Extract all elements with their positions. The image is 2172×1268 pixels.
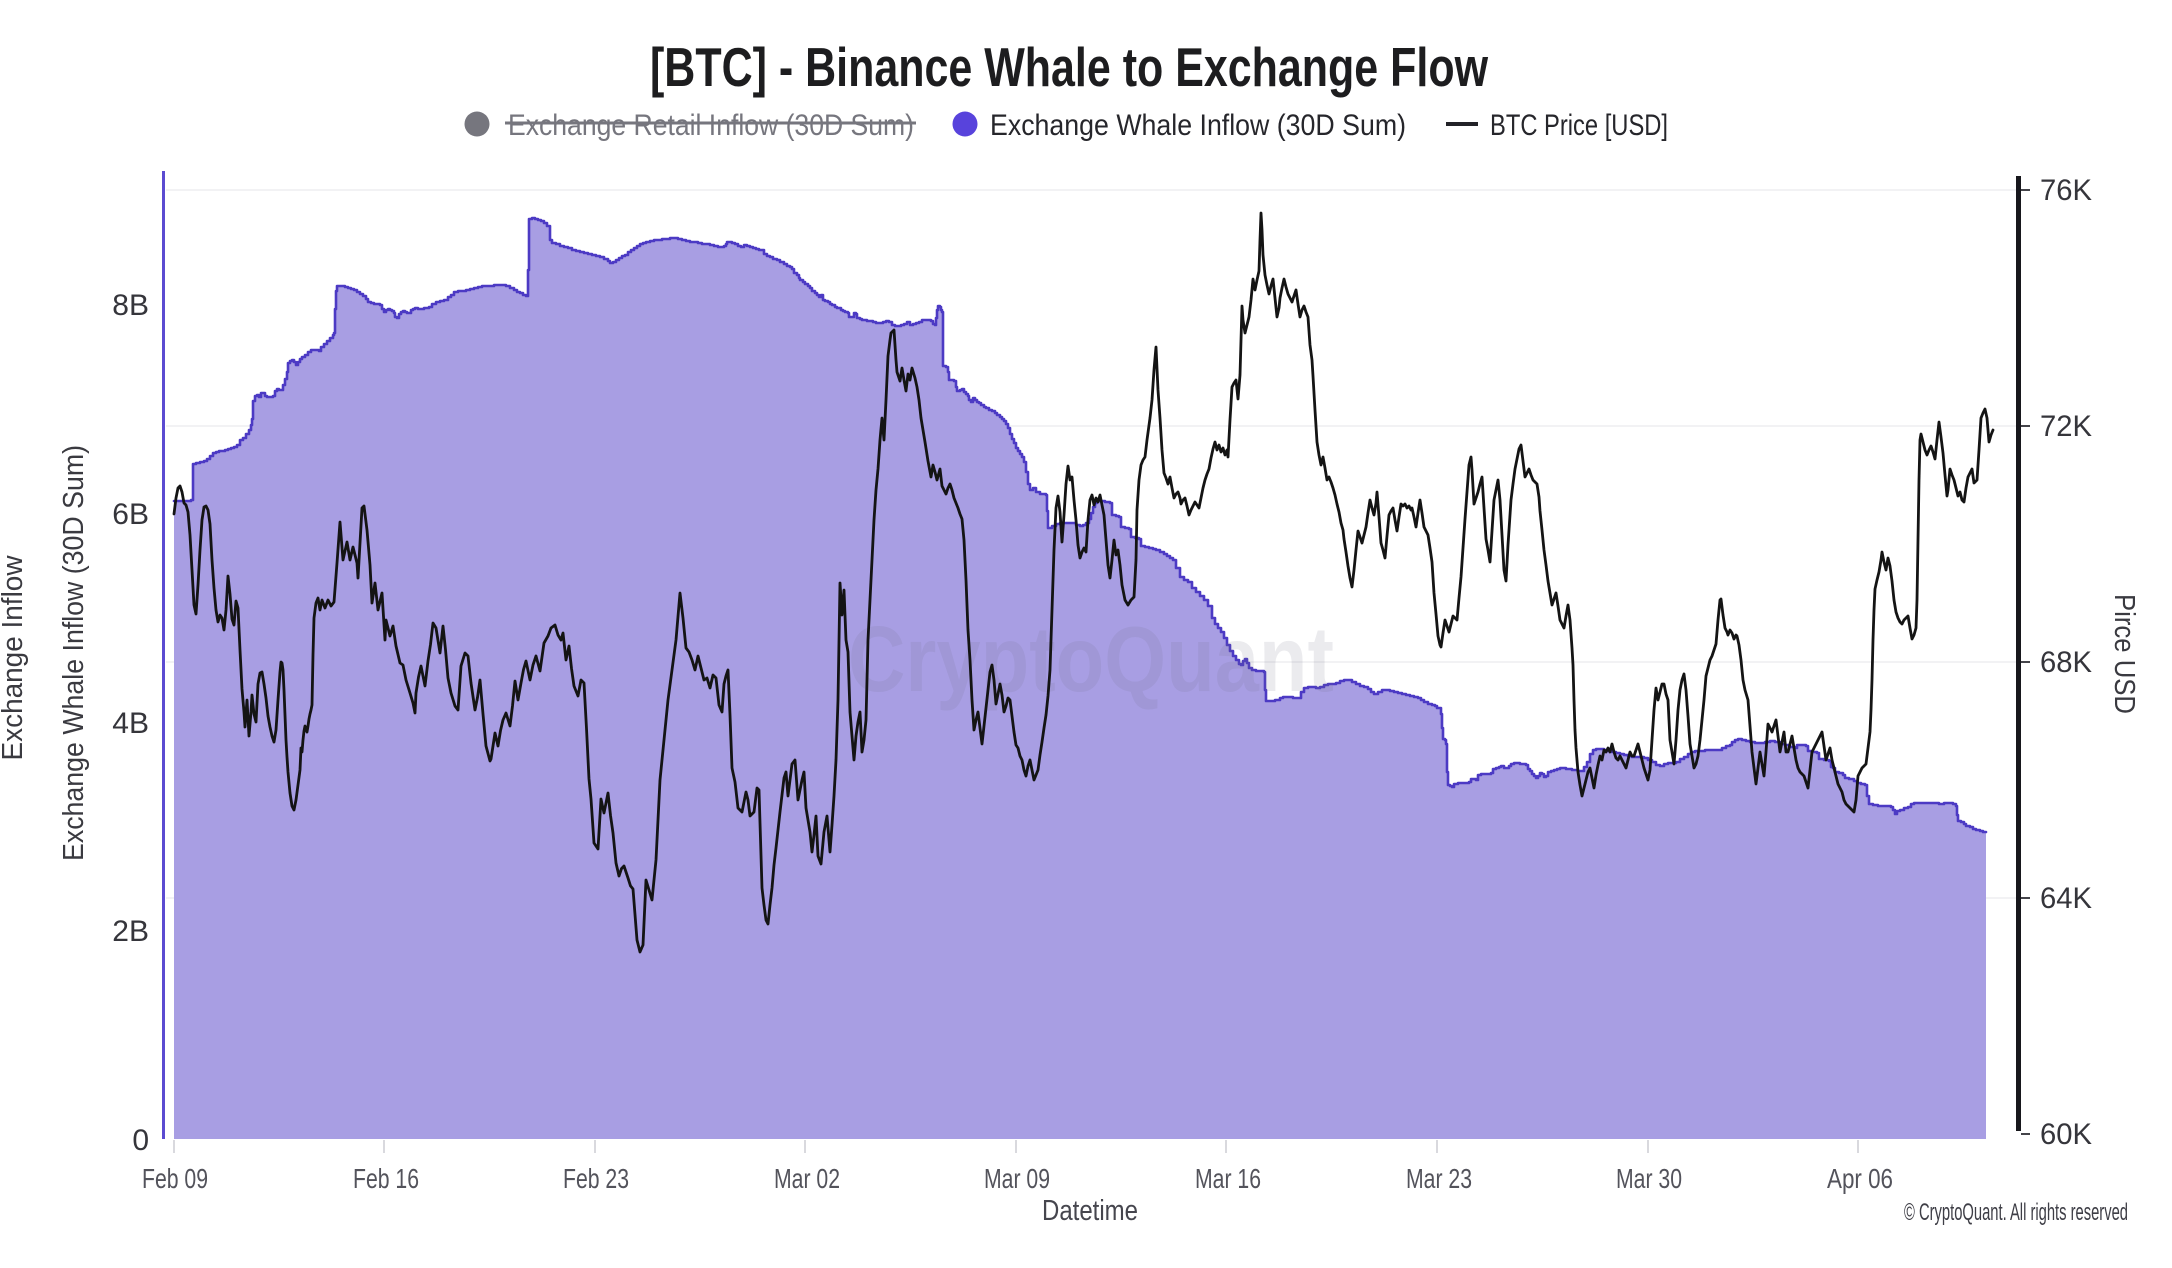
svg-text:64K: 64K: [2040, 882, 2092, 915]
svg-text:© CryptoQuant. All rights rese: © CryptoQuant. All rights reserved: [1904, 1199, 2128, 1226]
svg-text:2B: 2B: [112, 915, 149, 948]
svg-text:Apr 06: Apr 06: [1827, 1163, 1893, 1194]
svg-text:8B: 8B: [112, 289, 149, 322]
svg-text:Pirce USD: Pirce USD: [2108, 594, 2140, 714]
svg-text:68K: 68K: [2040, 646, 2092, 679]
svg-text:Mar 30: Mar 30: [1616, 1163, 1682, 1194]
svg-text:Datetime: Datetime: [1042, 1195, 1138, 1227]
svg-text:Mar 23: Mar 23: [1406, 1163, 1472, 1194]
svg-text:Feb 23: Feb 23: [563, 1163, 629, 1194]
svg-text:4B: 4B: [112, 707, 149, 740]
svg-text:Exchange Whale Inflow (30D Sum: Exchange Whale Inflow (30D Sum): [58, 445, 90, 861]
svg-text:76K: 76K: [2040, 174, 2092, 207]
svg-text:Exchange Inflow: Exchange Inflow: [0, 554, 29, 760]
svg-text:Feb 09: Feb 09: [142, 1163, 208, 1194]
svg-text:Mar 16: Mar 16: [1195, 1163, 1261, 1194]
svg-text:[BTC] - Binance Whale to Excha: [BTC] - Binance Whale to Exchange Flow: [650, 36, 1488, 98]
svg-text:CryptoQuant: CryptoQuant: [848, 607, 1334, 711]
svg-text:Mar 02: Mar 02: [774, 1163, 840, 1194]
svg-text:6B: 6B: [112, 498, 149, 531]
svg-text:Exchange Whale Inflow (30D Sum: Exchange Whale Inflow (30D Sum): [990, 109, 1406, 142]
svg-text:Mar 09: Mar 09: [984, 1163, 1050, 1194]
svg-text:BTC Price [USD]: BTC Price [USD]: [1490, 109, 1668, 142]
svg-text:Feb 16: Feb 16: [353, 1163, 419, 1194]
svg-text:Exchange Retail Inflow (30D Su: Exchange Retail Inflow (30D Sum): [508, 109, 914, 142]
svg-text:60K: 60K: [2040, 1118, 2092, 1151]
svg-text:72K: 72K: [2040, 410, 2092, 443]
svg-text:0: 0: [132, 1124, 149, 1157]
